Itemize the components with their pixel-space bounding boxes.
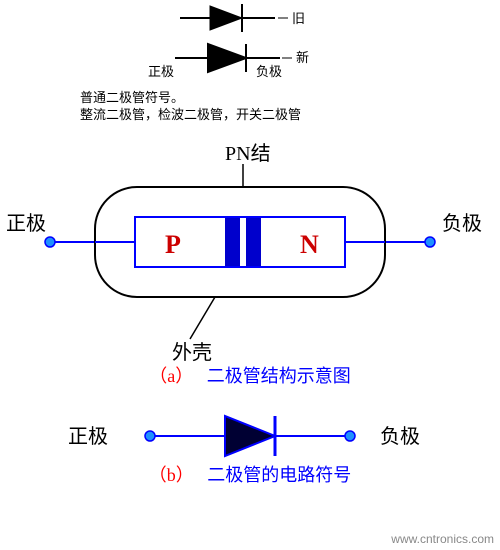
new-label: 新 [296, 50, 309, 65]
caption-a-letter: （a） [149, 366, 193, 386]
caption-b-text: 二极管的电路符号 [207, 465, 351, 485]
caption-a: （a） 二极管结构示意图 [0, 362, 500, 388]
symbol-anode-label: 正极 [68, 425, 108, 448]
top-symbols: 旧 正极 负极 新 [0, 0, 500, 90]
diode-symbol-old: 旧 [180, 4, 305, 32]
shell-label: 外壳 [172, 341, 212, 362]
shell-pointer [190, 297, 215, 339]
p-region-label: P [165, 230, 181, 259]
anode-label: 正极 [6, 212, 46, 235]
caption-a-text: 二极管结构示意图 [207, 366, 351, 386]
description-block: 普通二极管符号。 整流二极管，检波二极管，开关二极管 [80, 90, 500, 124]
symbol-terminal-anode [145, 431, 155, 441]
diode-structure-diagram: PN结正极 负极 P N 外壳 [0, 142, 500, 362]
n-region-label: N [300, 230, 319, 259]
new-anode-label: 正极 [148, 64, 174, 79]
cathode-label: 负极 [442, 212, 482, 235]
diode-symbol-new: 正极 负极 新 [148, 44, 309, 79]
diode-circuit-symbol: 正极 负极 [0, 406, 500, 461]
desc-line1: 普通二极管符号。 [80, 90, 500, 107]
symbol-cathode-label: 负极 [380, 425, 420, 448]
diode-triangle [225, 416, 275, 456]
watermark: www.cntronics.com [391, 532, 494, 546]
new-cathode-label: 负极 [256, 64, 282, 79]
old-label: 旧 [292, 11, 305, 26]
pn-junction-label: PN结 [225, 142, 271, 165]
caption-b-letter: （b） [149, 465, 194, 485]
terminal-anode [45, 237, 55, 247]
terminal-cathode [425, 237, 435, 247]
caption-b: （b） 二极管的电路符号 [0, 461, 500, 487]
desc-line2: 整流二极管，检波二极管，开关二极管 [80, 107, 500, 124]
symbol-terminal-cathode [345, 431, 355, 441]
